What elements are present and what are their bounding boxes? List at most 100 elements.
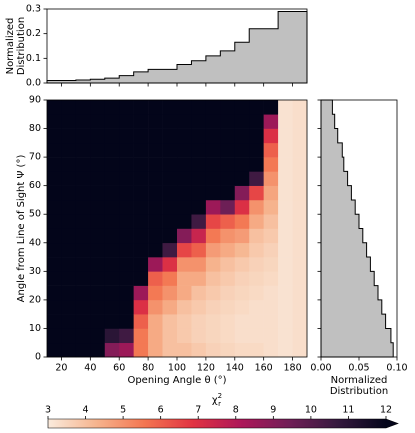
heat-cell [148,342,163,358]
heat-cell [191,314,207,329]
heat-cell [191,228,207,244]
y-tick-label: 70 [29,152,41,163]
heat-cell [191,299,207,315]
heat-cell [133,242,149,258]
heat-cell [220,114,236,129]
y-tick-label: 0.2 [26,28,41,39]
heat-cell [205,142,221,158]
heat-cell [104,214,120,229]
heat-cell [104,242,120,258]
heat-cell [220,271,236,286]
heat-cell [119,299,134,315]
heat-cell [104,342,120,358]
heat-cell [220,142,236,158]
heat-cell [220,214,236,229]
heat-cell [205,100,221,115]
heat-cell [234,228,250,244]
heat-cell [119,199,134,215]
heat-cell [191,142,207,158]
heat-cell [220,157,236,172]
heat-cell [191,114,207,129]
heat-cell [278,171,293,186]
heat-cell [205,128,221,144]
heat-cell [162,199,178,215]
x-tick-label: 0.05 [348,363,369,374]
heat-cell [119,214,134,229]
heat-cell [133,314,149,329]
heat-cell [292,328,308,344]
x-tick-label: 0.00 [310,363,331,374]
heat-cell [249,314,264,329]
heat-cell [292,199,308,215]
heat-cell [104,299,120,315]
x-tick-label: 80 [142,363,154,374]
heat-cell [75,299,91,315]
y-tick-label: 20 [29,294,41,305]
heat-cell [61,328,77,344]
heat-cell [47,342,62,358]
colorbar-label-sup: 2 [218,392,222,400]
heat-cell [148,157,163,172]
colorbar-tick-label: 6 [158,405,164,416]
x-tick-label: 0.10 [386,363,407,374]
heat-cell [220,199,236,215]
heat-cell [278,285,293,301]
heat-cell [249,100,264,115]
heat-cell [90,328,106,344]
heat-cell [234,114,250,129]
heat-cell [61,214,77,229]
x-tick-label: 180 [283,363,301,374]
heat-cell [263,114,279,129]
heat-cell [177,342,192,358]
heat-cell [234,214,250,229]
heat-cell [278,114,293,129]
heat-cell [191,199,207,215]
x-axis-label: Opening Angle θ (°) [127,375,226,386]
heat-cell [177,328,192,344]
heat-cell [75,257,91,272]
heat-cell [75,199,91,215]
heat-cell [90,257,106,272]
heat-cell [292,100,308,115]
heat-cell [263,128,279,144]
heat-cell [292,299,308,315]
heat-cell [191,185,207,201]
heat-cell [292,314,308,329]
heat-cell [205,228,221,244]
heat-cell [148,285,163,301]
heat-cell [177,214,192,229]
heat-cell [162,342,178,358]
heat-cell [61,271,77,286]
heat-cell [234,142,250,158]
heat-cell [148,299,163,315]
heat-cell [61,299,77,315]
heat-cell [205,271,221,286]
heat-cell [148,214,163,229]
heat-cell [278,214,293,229]
heat-cell [133,342,149,358]
heat-cell [75,342,91,358]
heat-cell [263,299,279,315]
heat-cell [104,114,120,129]
heat-cell [133,100,149,115]
heat-cell [278,257,293,272]
heat-cell [104,328,120,344]
colorbar-tick-label: 9 [270,405,276,416]
heat-cell [90,228,106,244]
colorbar-tick-label: 10 [305,405,317,416]
heat-cell [148,257,163,272]
y-tick-label: 50 [29,209,41,220]
heat-cell [119,271,134,286]
heat-cell [249,271,264,286]
heat-cell [162,285,178,301]
heat-cell [104,142,120,158]
x-tick-label: 100 [168,363,186,374]
heat-cell [220,285,236,301]
heat-cell [205,242,221,258]
heat-cell [104,271,120,286]
heat-cell [177,114,192,129]
heat-cell [205,114,221,129]
heat-cell [162,242,178,258]
heat-cell [148,142,163,158]
